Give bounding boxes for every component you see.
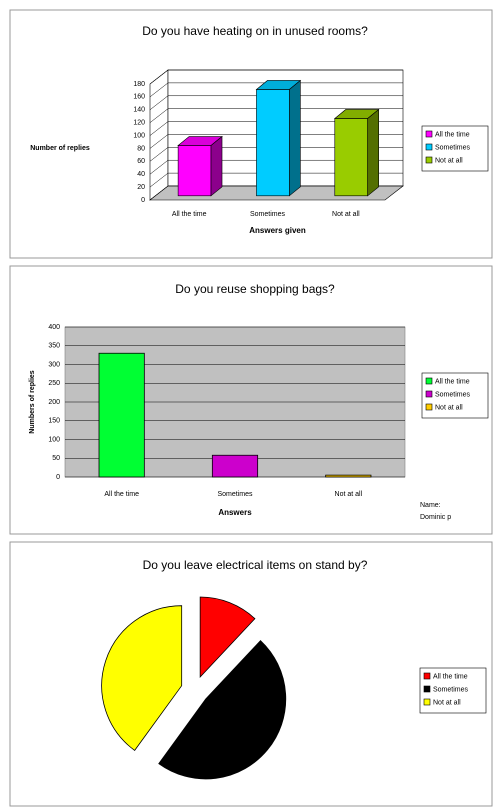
y-tick-label: 20 xyxy=(137,184,145,191)
grid-line xyxy=(149,172,403,188)
x-tick-label: All the time xyxy=(104,491,139,498)
annotation: Dominic p xyxy=(420,514,451,521)
grid-line xyxy=(149,108,403,123)
x-axis-title: Answers given xyxy=(249,226,306,235)
y-axis-title: Numbers of replies xyxy=(29,370,36,434)
bar-side xyxy=(289,79,301,197)
x-tick-label: Sometimes xyxy=(217,491,253,498)
bar-side xyxy=(367,108,379,197)
grid-line xyxy=(149,69,403,85)
pie-slice xyxy=(101,605,183,751)
bar xyxy=(98,352,145,478)
legend-swatch xyxy=(423,698,431,706)
y-tick-label: 250 xyxy=(48,380,60,387)
y-axis-title: Number of replies xyxy=(30,145,90,152)
bar xyxy=(334,118,368,197)
bar xyxy=(325,474,372,478)
legend-label: Not at all xyxy=(435,157,463,164)
pie-slice xyxy=(199,596,256,678)
legend-label: Not at all xyxy=(435,404,463,411)
y-tick-label: 60 xyxy=(137,158,145,165)
bar-side xyxy=(210,135,223,197)
y-tick-label: 100 xyxy=(48,436,60,443)
legend-swatch xyxy=(423,672,431,680)
chart-title: Do you have heating on in unused rooms? xyxy=(142,24,368,38)
y-tick-label: 350 xyxy=(48,343,60,350)
grid-line xyxy=(149,134,403,149)
y-tick-label: 120 xyxy=(133,120,145,127)
legend-box xyxy=(421,125,489,172)
y-tick-label: 80 xyxy=(137,145,145,152)
y-tick-label: 40 xyxy=(137,171,145,178)
x-tick-label: Not at all xyxy=(332,211,360,218)
grid-line xyxy=(149,147,403,162)
legend-box xyxy=(421,372,489,419)
legend-label: All the time xyxy=(435,131,470,138)
y-tick-label: 160 xyxy=(133,94,145,101)
y-tick-label: 400 xyxy=(48,324,60,331)
pie-slice xyxy=(158,640,287,780)
y-tick-label: 140 xyxy=(133,107,145,114)
wall xyxy=(149,69,169,201)
grid-line xyxy=(149,185,403,201)
x-axis-title: Answers xyxy=(218,508,252,517)
y-tick-label: 100 xyxy=(133,132,145,139)
x-tick-label: All the time xyxy=(172,211,207,218)
legend-label: Sometimes xyxy=(433,686,469,693)
legend-swatch xyxy=(425,130,433,138)
grid-line xyxy=(149,121,403,136)
annotation: Name: xyxy=(420,502,441,509)
grid-line xyxy=(149,159,403,175)
chart-title: Do you reuse shopping bags? xyxy=(175,282,335,296)
bar xyxy=(256,89,290,197)
x-tick-label: Sometimes xyxy=(250,211,286,218)
grid-line xyxy=(149,82,403,98)
bar xyxy=(211,454,259,478)
grid-line xyxy=(149,95,403,110)
legend-swatch xyxy=(425,143,433,151)
legend-box xyxy=(419,667,487,714)
legend-swatch xyxy=(425,377,433,385)
y-tick-label: 0 xyxy=(56,474,60,481)
legend-label: Not at all xyxy=(433,699,461,706)
y-tick-label: 50 xyxy=(52,455,60,462)
legend-label: Sometimes xyxy=(435,391,471,398)
bar xyxy=(177,145,212,197)
legend-swatch xyxy=(425,156,433,164)
legend-label: All the time xyxy=(433,673,468,680)
legend-label: Sometimes xyxy=(435,144,471,151)
legend-swatch xyxy=(425,390,433,398)
y-tick-label: 300 xyxy=(48,361,60,368)
legend-label: All the time xyxy=(435,378,470,385)
y-tick-label: 150 xyxy=(48,418,60,425)
legend-swatch xyxy=(425,403,433,411)
legend-swatch xyxy=(423,685,431,693)
y-tick-label: 180 xyxy=(133,81,145,88)
y-tick-label: 0 xyxy=(141,197,145,204)
x-tick-label: Not at all xyxy=(335,491,363,498)
chart-title: Do you leave electrical items on stand b… xyxy=(143,558,368,572)
y-tick-label: 200 xyxy=(48,399,60,406)
